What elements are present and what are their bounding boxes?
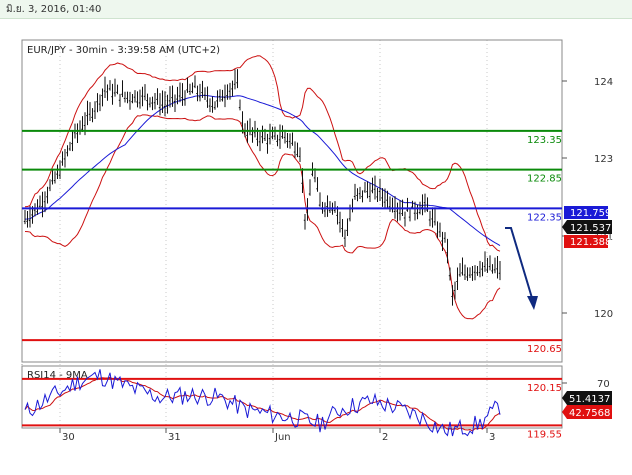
rsi-axis[interactable]: 70 (562, 379, 610, 390)
rsi-ma-value-box: 42.7568 (562, 405, 612, 419)
moving-average (24, 94, 501, 246)
price-box-upper: 121.759 (564, 206, 611, 219)
price-panel[interactable] (21, 39, 563, 363)
rsi-panel[interactable] (21, 365, 563, 429)
svg-text:121.388: 121.388 (570, 237, 611, 248)
level-label: 123.35 (527, 135, 562, 146)
date-time-label: มิ.ย. 3, 2016, 01:40 (6, 4, 102, 15)
time-label: 3 (489, 432, 495, 443)
rsi-line (24, 369, 501, 437)
level-label: 120.15 (527, 383, 562, 394)
time-label: 2 (382, 432, 388, 443)
rsi-value-box: 51.4137 (562, 391, 612, 405)
price-box-lower: 121.388 (564, 235, 611, 248)
rsi-tick: 70 (597, 379, 610, 390)
price-tick: 120 (594, 309, 613, 320)
bollinger-lower (24, 114, 501, 320)
time-label: 30 (62, 432, 75, 443)
time-label: 31 (168, 432, 181, 443)
bollinger-upper (24, 55, 501, 252)
forecast-arrow (505, 227, 538, 310)
time-label: Jun (274, 432, 291, 443)
price-box-current: 121.537 (562, 220, 612, 234)
svg-text:121.537: 121.537 (570, 223, 611, 234)
level-label: 120.65 (527, 344, 562, 355)
main-panel-title: EUR/JPY - 30min - 3:39:58 AM (UTC+2) (27, 45, 220, 56)
svg-text:51.4137: 51.4137 (569, 394, 610, 405)
level-label: 122.35 (527, 212, 562, 223)
price-tick: 123 (594, 154, 613, 165)
level-label: 122.85 (527, 174, 562, 185)
rsi-panel-title: RSI14 - 9MA (27, 370, 88, 381)
price-tick: 124 (594, 77, 613, 88)
top-status-bar: มิ.ย. 3, 2016, 01:40 (0, 0, 632, 19)
time-axis[interactable]: 30 31 Jun 2 3 (59, 428, 495, 443)
svg-text:42.7568: 42.7568 (569, 408, 610, 419)
svg-text:121.759: 121.759 (570, 208, 611, 219)
level-label: 119.55 (527, 429, 562, 440)
